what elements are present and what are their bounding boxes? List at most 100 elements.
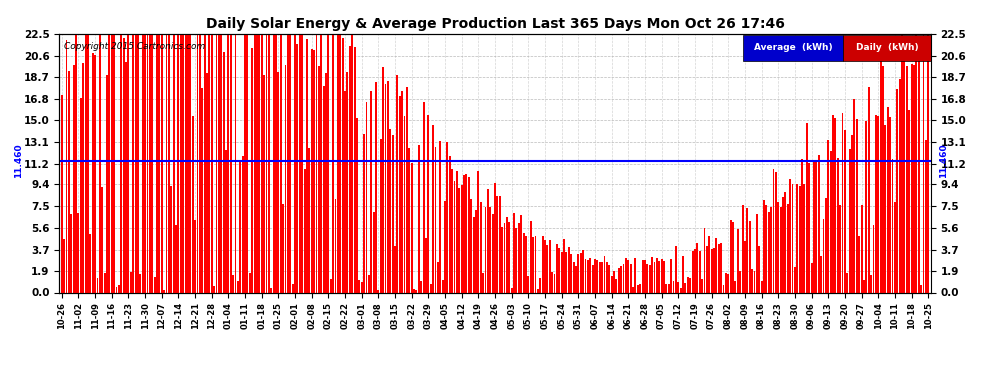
Bar [482,273,484,292]
Bar [196,34,198,292]
Bar [916,34,918,292]
Bar [846,273,848,292]
Bar [923,34,925,292]
Bar [153,277,155,292]
Bar [121,34,122,292]
Bar [594,260,596,292]
Bar [111,34,113,292]
Bar [546,245,548,292]
Bar [333,34,334,292]
Bar [335,199,337,292]
Bar [446,142,448,292]
Bar [828,140,830,292]
Bar [680,288,682,292]
Bar [794,267,796,292]
Bar [560,252,562,292]
Bar [140,274,142,292]
Bar [284,65,286,292]
Bar [248,273,250,292]
Bar [696,243,698,292]
Bar [575,266,577,292]
Bar [270,288,272,292]
Bar [216,34,218,292]
Bar [748,220,750,292]
Text: 11.460: 11.460 [15,143,24,178]
Bar [375,82,377,292]
Bar [456,171,457,292]
Bar [413,289,415,292]
Bar [723,285,725,292]
Bar [116,287,118,292]
FancyBboxPatch shape [843,35,931,61]
Bar [856,119,857,292]
Bar [644,260,645,292]
Bar [740,271,742,292]
Bar [894,202,896,292]
Bar [508,222,510,292]
Bar [892,159,893,292]
Bar [528,276,530,292]
Bar [542,236,544,292]
Bar [89,234,91,292]
Bar [225,150,227,292]
Bar [272,34,274,292]
Bar [233,275,234,292]
Bar [551,272,553,292]
Bar [351,34,353,292]
Bar [496,196,498,292]
Bar [392,135,394,292]
Bar [182,34,184,292]
Bar [716,238,718,292]
Bar [330,279,332,292]
Bar [377,290,379,292]
Bar [606,261,608,292]
Bar [287,34,289,292]
Bar [765,205,767,292]
Bar [445,201,446,292]
Bar [875,115,877,292]
Bar [504,223,506,292]
Bar [245,34,247,292]
Bar [572,262,574,292]
Bar [416,290,418,292]
Bar [494,183,496,292]
Bar [104,273,106,292]
Bar [470,199,472,292]
Bar [125,62,127,292]
Bar [689,278,691,292]
Bar [837,159,839,292]
Bar [808,163,810,292]
Bar [60,94,62,292]
Bar [708,236,710,292]
Bar [792,184,794,292]
Bar [763,201,765,292]
Bar [321,34,322,292]
Bar [148,34,150,292]
Title: Daily Solar Energy & Average Production Last 365 Days Mon Oct 26 17:46: Daily Solar Energy & Average Production … [206,17,784,31]
Bar [487,189,489,292]
Bar [535,236,537,292]
Bar [684,283,686,292]
Bar [506,217,508,292]
Bar [660,259,662,292]
Bar [820,256,822,292]
Bar [68,70,70,292]
Bar [151,34,153,292]
Bar [440,141,442,292]
Bar [296,44,298,292]
Bar [480,202,482,292]
Bar [616,279,618,292]
Bar [323,86,325,292]
Bar [640,284,642,292]
Bar [325,73,327,292]
Bar [751,269,753,292]
Bar [604,256,606,292]
Bar [201,88,203,292]
Bar [458,188,460,292]
Bar [804,184,806,292]
Bar [84,34,86,292]
Bar [448,156,450,292]
Bar [596,260,598,292]
Bar [848,149,850,292]
Bar [743,241,745,292]
